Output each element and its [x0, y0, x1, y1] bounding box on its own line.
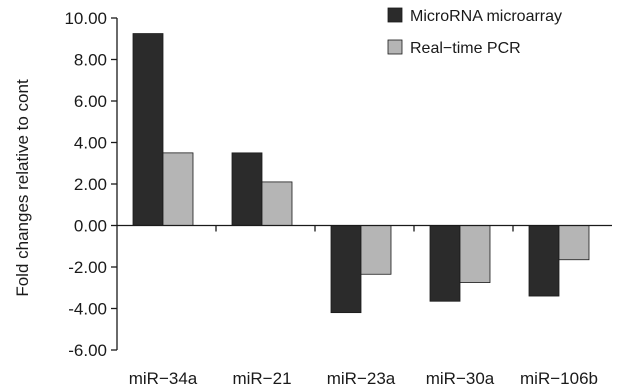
y-tick-label: 4.00	[74, 134, 107, 153]
y-ticks-group: 10.00 8.00 6.00 4.00 2.00 0.00 -2.00 -4.00 -6.00	[64, 9, 117, 360]
bar-pcr-1	[162, 152, 194, 226]
x-category-label: miR−34a	[129, 369, 198, 387]
y-axis-title: Fold changes relative to cont	[13, 79, 32, 297]
bar-pcr-2	[261, 181, 293, 226]
bar-microarray-3	[330, 225, 362, 314]
bar-pcr-5	[558, 225, 590, 261]
x-category-label: miR−106b	[520, 369, 598, 387]
y-tick-label: 6.00	[74, 92, 107, 111]
x-category-label: miR−23a	[327, 369, 396, 387]
legend-swatch	[387, 7, 403, 23]
y-tick-label: 0.00	[74, 217, 107, 236]
bar-pcr-4	[459, 225, 491, 283]
bar-microarray-4	[429, 225, 461, 302]
bar-microarray-1	[132, 33, 164, 226]
y-tick-label: 10.00	[64, 9, 107, 28]
bar-microarray-2	[231, 152, 263, 226]
bar-microarray-5	[528, 225, 560, 297]
bars-group	[132, 33, 590, 314]
x-category-label: miR−30a	[426, 369, 495, 387]
legend-label: Real−time PCR	[410, 40, 521, 57]
y-tick-label: 8.00	[74, 51, 107, 70]
legend-label: MicroRNA microarray	[410, 8, 562, 25]
y-tick-label: -2.00	[68, 258, 107, 277]
bar-pcr-3	[360, 225, 392, 275]
legend: MicroRNA microarray Real−time PCR	[387, 7, 562, 57]
y-tick-label: -4.00	[68, 300, 107, 319]
x-category-label: miR−21	[232, 369, 291, 387]
y-tick-label: -6.00	[68, 341, 107, 360]
y-tick-label: 2.00	[74, 175, 107, 194]
x-ticks-group	[215, 225, 514, 232]
x-labels-group: miR−34a miR−21 miR−23a miR−30a miR−106b	[129, 369, 598, 387]
legend-swatch	[387, 39, 403, 55]
